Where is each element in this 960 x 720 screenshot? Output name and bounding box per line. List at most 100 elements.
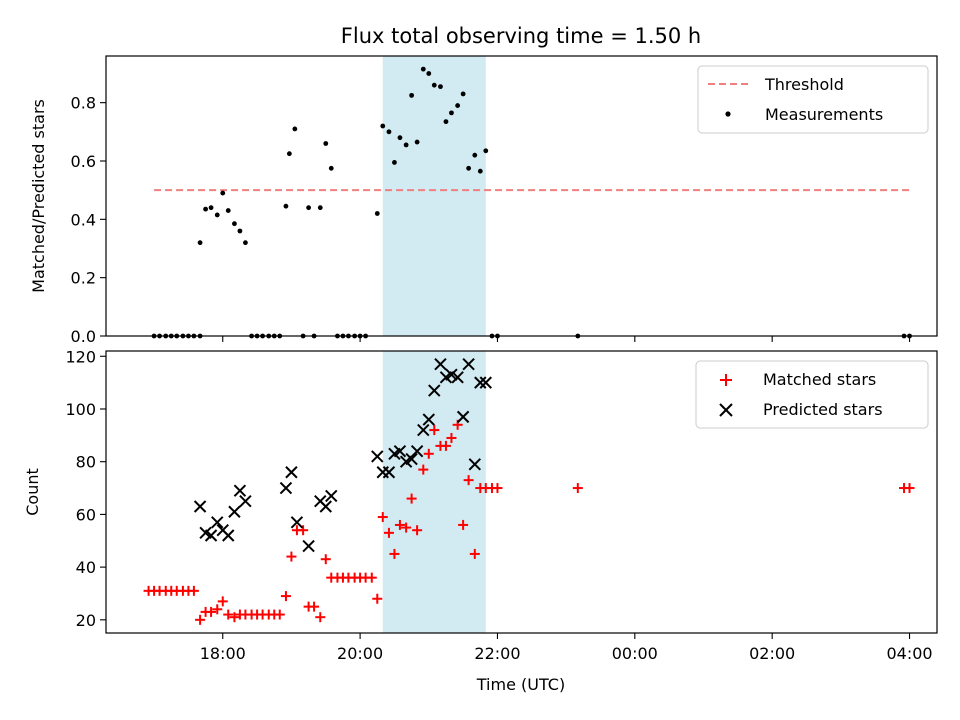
predicted-star-point <box>393 444 407 458</box>
top-axes-frame <box>105 55 938 337</box>
measurement-point <box>386 129 392 135</box>
matched-star-points <box>143 419 915 625</box>
bottom-axes-frame <box>105 350 938 634</box>
matched-star-point <box>280 591 291 602</box>
bottom-y-axis-label: Count <box>23 468 42 516</box>
predicted-star-point <box>193 500 207 513</box>
legend-predicted-label: Predicted stars <box>763 400 883 419</box>
bottom-legend: Matched stars Predicted stars <box>695 360 929 429</box>
measurement-point <box>443 119 449 125</box>
matched-star-point <box>229 612 240 623</box>
measurement-point <box>380 123 386 129</box>
predicted-star-point <box>451 371 464 384</box>
x-tick-label: 20:00 <box>337 644 383 663</box>
matched-star-point <box>401 522 412 533</box>
measurement-point <box>414 139 420 145</box>
measurement-point <box>466 165 472 171</box>
predicted-star-point <box>371 450 384 463</box>
measurement-point <box>203 206 208 212</box>
measurement-point <box>460 91 466 97</box>
predicted-star-point <box>382 466 396 479</box>
measurement-point <box>449 110 454 116</box>
top-y-tick-label: 0.0 <box>71 327 96 346</box>
measurement-point <box>237 228 243 234</box>
measurement-point <box>214 212 220 218</box>
matched-star-point <box>463 475 474 486</box>
predicted-star-point <box>319 500 332 513</box>
predicted-star-points <box>193 357 492 553</box>
matched-star-point <box>446 432 457 443</box>
matched-star-point <box>904 483 915 494</box>
matched-star-point <box>320 554 331 565</box>
predicted-star-point <box>239 495 252 508</box>
matched-star-point <box>188 585 199 596</box>
legend-measurements-label: Measurements <box>765 105 883 124</box>
bottom-y-tick-label: 40 <box>76 558 96 577</box>
matched-star-point <box>429 425 440 436</box>
predicted-star-point <box>285 466 298 479</box>
chart-title: Flux total observing time = 1.50 h <box>341 24 701 48</box>
predicted-star-point <box>290 516 304 529</box>
predicted-star-point <box>434 357 447 371</box>
bottom-y-tick-label: 100 <box>65 400 96 419</box>
matched-star-point <box>217 596 228 607</box>
measurement-point <box>208 205 214 211</box>
matched-star-point <box>383 527 394 538</box>
measurement-point <box>477 168 483 174</box>
predicted-star-point <box>417 423 430 437</box>
bottom-highlight-span <box>382 351 486 633</box>
predicted-star-point <box>474 376 487 389</box>
top-y-tick-label: 0.2 <box>71 269 96 288</box>
measurement-point <box>243 240 248 246</box>
predicted-star-point <box>445 368 458 381</box>
matched-star-point <box>440 440 451 451</box>
matched-star-point <box>274 609 285 620</box>
matched-star-point <box>372 593 383 604</box>
predicted-star-point <box>462 357 475 371</box>
measurement-point <box>392 160 397 165</box>
matched-star-point <box>572 483 583 494</box>
measurement-point <box>306 205 311 211</box>
measurement-point <box>374 211 380 216</box>
measurement-point <box>420 66 426 72</box>
predicted-star-point <box>228 505 241 518</box>
matched-star-point <box>212 604 223 615</box>
predicted-star-point <box>468 458 482 471</box>
predicted-star-point <box>405 452 418 466</box>
matched-star-point <box>195 614 206 625</box>
bottom-y-tick-label: 20 <box>76 611 96 630</box>
measurement-point <box>323 141 329 146</box>
predicted-star-point <box>410 444 424 458</box>
matched-star-point <box>206 606 217 617</box>
top-highlight-span <box>382 56 486 336</box>
predicted-star-point <box>302 539 315 553</box>
measurement-point <box>397 135 403 141</box>
x-tick-label: 18:00 <box>200 644 246 663</box>
matched-star-point <box>315 612 326 623</box>
top-legend: Threshold Measurements <box>697 65 929 134</box>
legend-matched-swatch <box>720 374 732 386</box>
measurement-point <box>232 221 237 227</box>
measurement-point <box>286 151 292 157</box>
predicted-star-point <box>456 410 470 424</box>
predicted-star-point <box>233 484 247 497</box>
bottom-y-tick-label: 80 <box>76 453 96 472</box>
measurement-point <box>317 205 323 211</box>
x-tick-label: 00:00 <box>612 644 658 663</box>
predicted-star-point <box>325 489 338 503</box>
bottom-y-ticks: 20 40 60 80 100 120 <box>65 347 106 630</box>
measurement-point <box>225 208 231 213</box>
x-tick-label: 02:00 <box>749 644 795 663</box>
measurement-point <box>220 190 226 196</box>
measurement-point <box>483 148 489 154</box>
matched-star-point <box>366 572 377 583</box>
matched-star-point <box>423 448 434 459</box>
bottom-panel: 20 40 60 80 100 120 18:00 20:00 22:00 00:00 02:00… <box>23 347 938 694</box>
matched-star-point <box>377 512 388 523</box>
predicted-star-point <box>479 376 492 389</box>
matched-star-point <box>418 464 429 475</box>
matched-star-point <box>286 551 297 562</box>
measurement-point <box>292 126 298 132</box>
measurement-point <box>455 103 461 108</box>
